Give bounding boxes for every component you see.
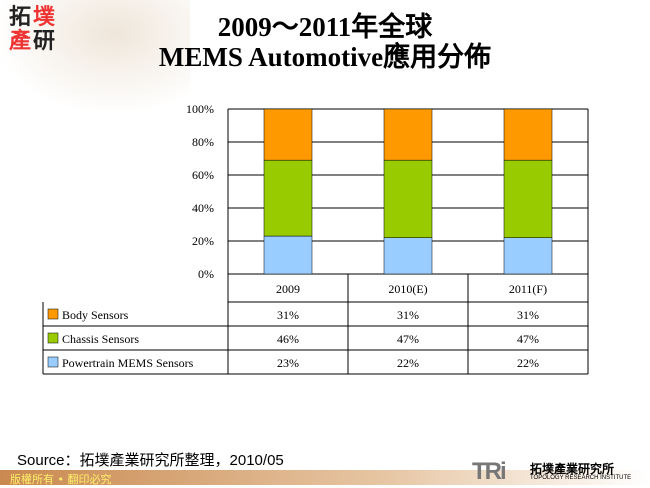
y-tick-label: 80% bbox=[192, 135, 214, 149]
title-line-1: 2009～2011年全球 bbox=[217, 12, 433, 42]
y-tick-label: 100% bbox=[186, 102, 214, 116]
x-category-label: 2009 bbox=[276, 282, 300, 296]
bar-segment bbox=[263, 108, 313, 161]
y-tick-label: 20% bbox=[192, 234, 214, 248]
title-line-2: MEMS Automotive應用分佈 bbox=[158, 42, 492, 72]
legend-label: Powertrain MEMS Sensors bbox=[62, 356, 194, 370]
bar-segment bbox=[503, 108, 553, 161]
data-label: 22% bbox=[517, 356, 539, 370]
data-label: 31% bbox=[517, 308, 539, 322]
y-tick-label: 60% bbox=[192, 168, 214, 182]
data-label: 31% bbox=[397, 308, 419, 322]
bar-segment bbox=[383, 159, 433, 238]
data-label: 47% bbox=[517, 332, 539, 346]
institute-logo: TRi 拓墣產業研究所 TOPOLOGY RESEARCH INSTITUTE bbox=[472, 458, 631, 486]
x-category-label: 2011(F) bbox=[509, 282, 547, 296]
bar-segment bbox=[383, 108, 433, 161]
x-category-label: 2010(E) bbox=[388, 282, 427, 296]
institute-name-en: TOPOLOGY RESEARCH INSTITUTE bbox=[530, 475, 632, 481]
legend-swatch bbox=[47, 332, 59, 344]
brand-logo: 拓墣產研 bbox=[8, 5, 55, 54]
bar-segment bbox=[383, 237, 433, 275]
stacked-bar-chart: 0% 20% 40% 60% 80% 100% 2009 2010(E) 2011(F) Body… bbox=[42, 102, 589, 375]
institute-name-cn: 拓墣產業研究所 bbox=[530, 462, 615, 476]
data-label: 47% bbox=[397, 332, 419, 346]
legend-label: Body Sensors bbox=[62, 308, 129, 322]
legend-swatch bbox=[47, 356, 59, 368]
bar-segment bbox=[503, 159, 553, 238]
legend-label: Chassis Sensors bbox=[62, 332, 139, 346]
background-map bbox=[0, 0, 190, 110]
source-note: Source：拓墣產業研究所整理，2010/05 bbox=[17, 452, 284, 469]
bar-segment bbox=[263, 235, 313, 275]
data-label: 46% bbox=[277, 332, 299, 346]
copyright-text: 版權所有 • 翻印必究 bbox=[10, 473, 112, 486]
data-label: 23% bbox=[277, 356, 299, 370]
y-tick-label: 40% bbox=[192, 201, 214, 215]
bar-segment bbox=[263, 159, 313, 237]
y-tick-label: 0% bbox=[198, 267, 214, 281]
footer-bar: 版權所有 • 翻印必究 bbox=[0, 470, 650, 486]
bar-segment bbox=[503, 237, 553, 275]
legend-swatch bbox=[47, 308, 59, 320]
page-title: 2009～2011年全球 MEMS Automotive應用分佈 bbox=[0, 12, 650, 72]
data-label: 22% bbox=[397, 356, 419, 370]
data-label: 31% bbox=[277, 308, 299, 322]
tri-mark: TRi bbox=[472, 458, 507, 485]
